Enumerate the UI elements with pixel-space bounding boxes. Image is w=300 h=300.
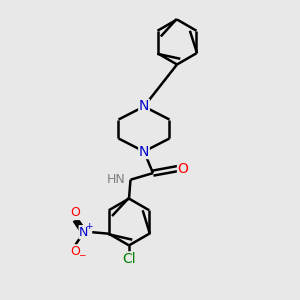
Text: N: N — [79, 226, 88, 239]
Text: O: O — [70, 206, 80, 220]
Text: O: O — [70, 245, 80, 258]
Text: Cl: Cl — [122, 252, 136, 266]
Text: N: N — [139, 145, 149, 158]
Text: +: + — [85, 222, 93, 231]
Text: O: O — [178, 162, 188, 176]
Text: −: − — [78, 250, 85, 259]
Text: HN: HN — [107, 173, 126, 186]
Text: N: N — [139, 100, 149, 113]
